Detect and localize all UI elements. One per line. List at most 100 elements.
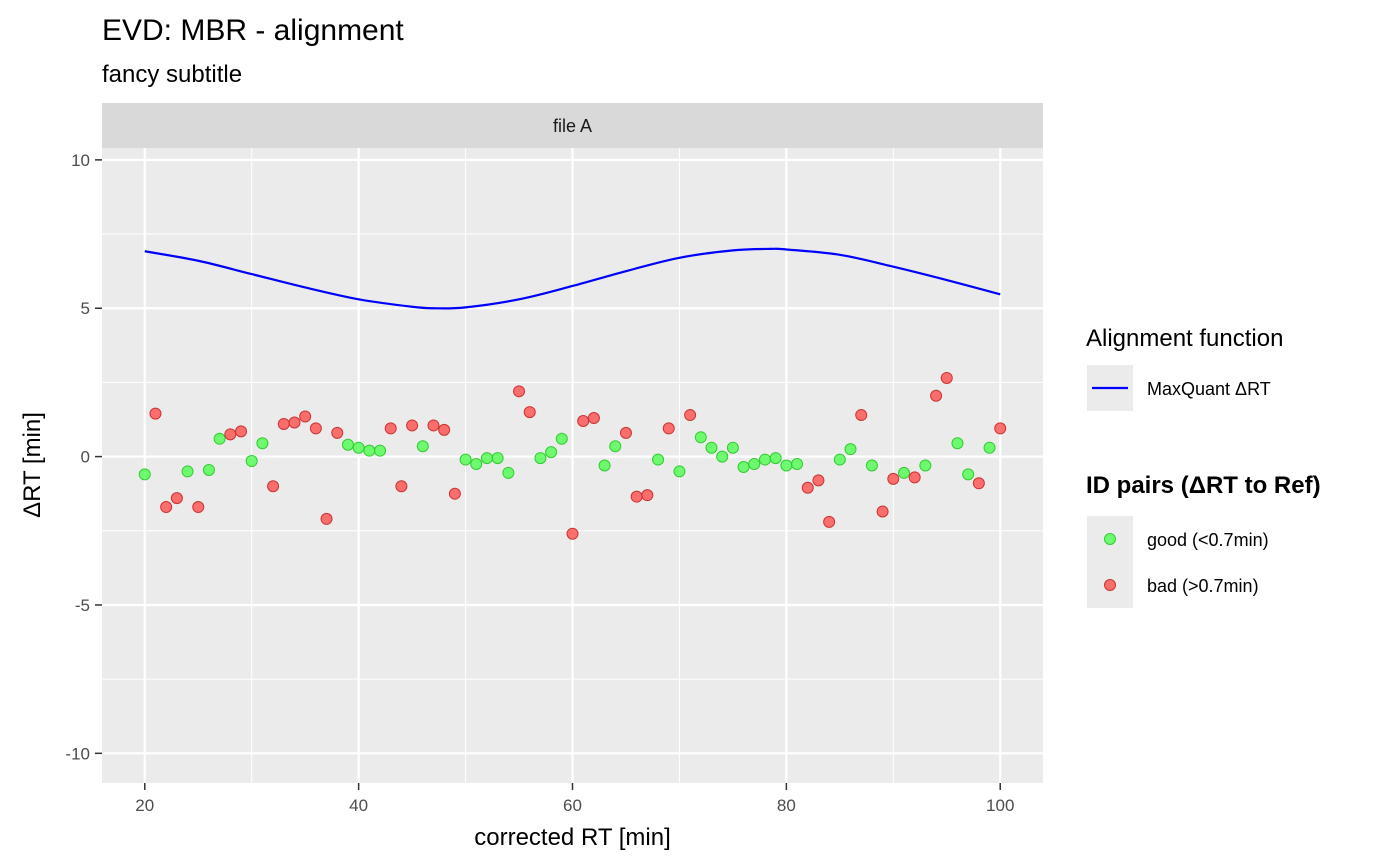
legend: Alignment function MaxQuant ΔRT ID pairs… [1086,325,1321,608]
good-point [748,458,761,471]
good-point [865,459,878,472]
bad-point [288,416,301,429]
good-point [769,452,782,465]
good-point [352,441,365,454]
bad-point [630,490,643,503]
x-tick-label: 80 [777,796,796,815]
good-point [545,446,558,459]
y-tick-label: -5 [75,596,90,615]
good-point [491,452,504,465]
good-point [138,468,151,481]
x-tick-label: 100 [986,796,1014,815]
bad-point [823,515,836,528]
bad-point [812,474,825,487]
good-point [726,441,739,454]
bad-point [170,492,183,505]
good-point [716,450,729,463]
facet-strip-label: file A [553,116,592,136]
bad-point [384,422,397,435]
good-point [705,441,718,454]
good-point [459,453,472,466]
bad-point [277,417,290,430]
good-point [951,437,964,450]
good-point [502,466,515,479]
good-point [758,453,771,466]
bad-point [427,419,440,432]
legend-line-label: MaxQuant ΔRT [1147,379,1271,399]
good-point [363,444,376,457]
bad-point [972,477,985,490]
good-point [833,453,846,466]
y-tick-label: -10 [65,744,90,763]
bad-point [662,422,675,435]
bad-point [940,371,953,384]
chart-subtitle: fancy subtitle [102,61,242,88]
bad-point [887,472,900,485]
y-tick-label: 10 [71,151,90,170]
bad-point [149,407,162,420]
x-axis-title: corrected RT [min] [474,824,671,851]
good-point [213,432,226,445]
bad-point [235,425,248,438]
legend-good-label: good (<0.7min) [1147,530,1269,550]
legend-good-key-swatch [1104,533,1116,545]
bad-point [801,481,814,494]
bad-point [577,414,590,427]
good-point [609,440,622,453]
bad-point [876,505,889,518]
legend-line-title: Alignment function [1086,325,1283,352]
good-point [694,431,707,444]
bad-point [930,389,943,402]
good-point [844,443,857,456]
bad-point [406,419,419,432]
x-axis: 20 40 60 80 100 [135,783,1014,815]
bad-point [513,385,526,398]
good-point [245,455,258,468]
bad-point [160,501,173,514]
bad-point [641,489,654,502]
bad-point [619,426,632,439]
alignment-function-line [144,247,1001,310]
bad-point [192,501,205,514]
bad-point [224,428,237,441]
x-tick-label: 20 [135,796,154,815]
bad-point [994,422,1007,435]
y-tick-label: 5 [81,299,90,318]
legend-points-title: ID pairs (ΔRT to Ref) [1086,472,1321,499]
good-points-series [138,431,996,481]
good-point [374,444,387,457]
chart-title: EVD: MBR - alignment [102,14,404,47]
bad-point [908,471,921,484]
good-point [780,459,793,472]
x-tick-label: 40 [349,796,368,815]
good-point [791,458,804,471]
x-tick-label: 60 [563,796,582,815]
good-point [897,466,910,479]
bad-point [587,412,600,425]
good-point [962,468,975,481]
legend-bad-key-swatch [1104,579,1116,591]
bad-point [438,423,451,436]
y-axis-title: ΔRT [min] [19,412,46,518]
bad-point [331,426,344,439]
bad-point [267,480,280,493]
bad-point [320,512,333,525]
bad-point [855,409,868,422]
good-point [737,460,750,473]
y-tick-label: 0 [81,448,90,467]
good-point [555,432,568,445]
bad-points-series [149,371,1007,540]
bad-point [448,487,461,500]
good-point [256,437,269,450]
good-point [202,463,215,476]
bad-point [523,406,536,419]
good-point [416,440,429,453]
good-point [480,452,493,465]
bad-point [395,480,408,493]
good-point [181,465,194,478]
y-axis: 10 5 0 -5 -10 [65,151,102,763]
legend-bad-label: bad (>0.7min) [1147,576,1259,596]
good-point [341,438,354,451]
facet-strip [102,103,1043,148]
